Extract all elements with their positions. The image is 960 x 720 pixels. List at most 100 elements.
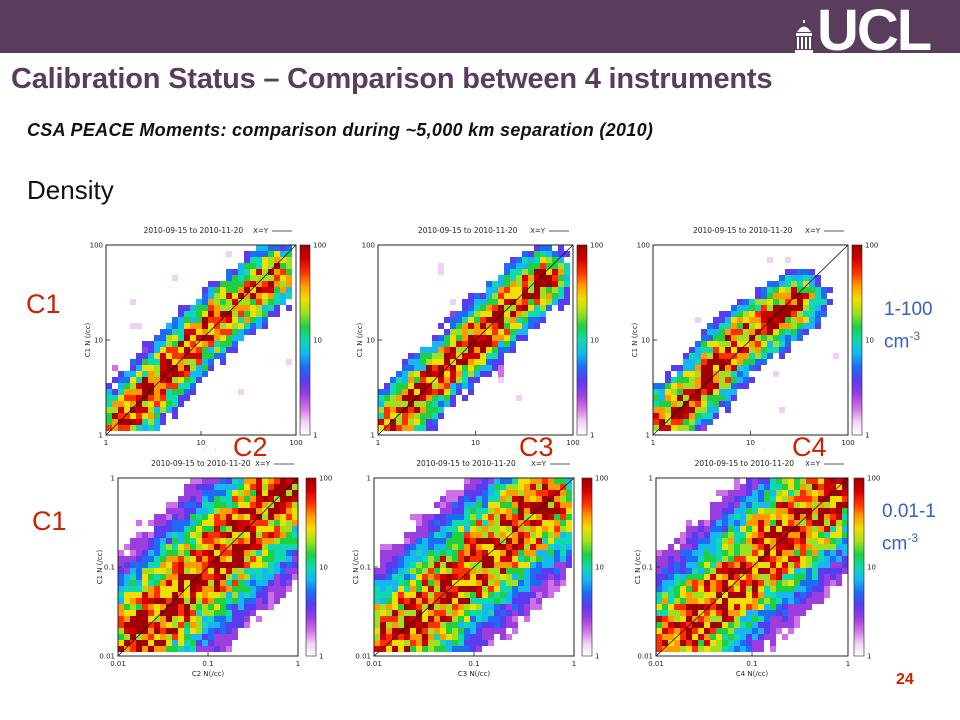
heatmap-cell: [500, 490, 506, 496]
heatmap-cell: [821, 299, 827, 305]
heatmap-cell: [422, 514, 428, 520]
heatmap-cell: [522, 275, 528, 281]
heatmap-cell: [542, 490, 548, 496]
heatmap-cell: [208, 323, 214, 329]
heatmap-cell: [160, 628, 166, 634]
heatmap-cell: [274, 538, 280, 544]
heatmap-cell: [749, 359, 755, 365]
heatmap-cell: [148, 616, 154, 622]
heatmap-cell: [160, 634, 166, 640]
heatmap-cell: [232, 550, 238, 556]
heatmap-cell: [414, 419, 420, 425]
heatmap-cell: [494, 610, 500, 616]
heatmap-cell: [788, 490, 794, 496]
heatmap-cell: [558, 245, 564, 251]
heatmap-cell: [746, 556, 752, 562]
heatmap-cell: [653, 425, 659, 431]
heatmap-cell: [692, 622, 698, 628]
heatmap-cell: [830, 568, 836, 574]
heatmap-cell: [770, 532, 776, 538]
heatmap-cell: [818, 556, 824, 562]
heatmap-cell: [414, 413, 420, 419]
heatmap-cell: [148, 628, 154, 634]
heatmap-cell: [214, 293, 220, 299]
heatmap-cell: [540, 275, 546, 281]
heatmap-cell: [692, 598, 698, 604]
heatmap-cell: [220, 520, 226, 526]
heatmap-cell: [540, 287, 546, 293]
heatmap-cell: [202, 628, 208, 634]
heatmap-cell: [226, 341, 232, 347]
heatmap-cell: [160, 586, 166, 592]
heatmap-cell: [809, 281, 815, 287]
heatmap-cell: [510, 317, 516, 323]
heatmap-cell: [470, 646, 476, 652]
heatmap-cell: [202, 610, 208, 616]
heatmap-cell: [797, 293, 803, 299]
heatmap-cell: [118, 592, 124, 598]
heatmap-cell: [178, 502, 184, 508]
heatmap-cell: [755, 293, 761, 299]
heatmap-cell: [166, 365, 172, 371]
heatmap-cell: [758, 598, 764, 604]
heatmap-cell: [734, 574, 740, 580]
heatmap-cell: [689, 419, 695, 425]
heatmap-cell: [486, 365, 492, 371]
heatmap-cell: [528, 311, 534, 317]
heatmap-cell: [214, 287, 220, 293]
heatmap-cell: [504, 347, 510, 353]
heatmap-cell: [701, 383, 707, 389]
heatmap-cell: [818, 550, 824, 556]
heatmap-cell: [512, 544, 518, 550]
heatmap-cell: [190, 383, 196, 389]
heatmap-cell: [172, 341, 178, 347]
heatmap-cell: [130, 586, 136, 592]
heatmap-cell: [124, 407, 130, 413]
heatmap-cell: [788, 610, 794, 616]
heatmap-cell: [842, 532, 848, 538]
heatmap-cell: [683, 359, 689, 365]
heatmap-cell: [512, 562, 518, 568]
heatmap-cell: [280, 550, 286, 556]
heatmap-cell: [432, 341, 438, 347]
heatmap-cell: [402, 359, 408, 365]
heatmap-cell: [692, 634, 698, 640]
heatmap-cell: [226, 275, 232, 281]
heatmap-cell: [196, 598, 202, 604]
heatmap-cell: [392, 556, 398, 562]
heatmap-cell: [719, 371, 725, 377]
heatmap-cell: [470, 568, 476, 574]
heatmap-cell: [530, 478, 536, 484]
heatmap-cell: [208, 622, 214, 628]
heatmap-cell: [530, 598, 536, 604]
heatmap-cell: [674, 598, 680, 604]
heatmap-cell: [542, 532, 548, 538]
heatmap-cell: [244, 299, 250, 305]
heatmap-cell: [166, 401, 172, 407]
heatmap-cell: [190, 556, 196, 562]
heatmap-cell: [286, 556, 292, 562]
heatmap-cell: [232, 556, 238, 562]
heatmap-cell: [172, 580, 178, 586]
heatmap-cell: [274, 257, 280, 263]
heatmap-cell: [818, 598, 824, 604]
heatmap-cell: [770, 628, 776, 634]
heatmap-cell: [800, 526, 806, 532]
heatmap-cell: [446, 502, 452, 508]
heatmap-cell: [782, 586, 788, 592]
heatmap-cell: [426, 389, 432, 395]
heatmap-cell: [274, 311, 280, 317]
heatmap-cell: [779, 341, 785, 347]
heatmap-cell: [683, 365, 689, 371]
heatmap-cell: [196, 323, 202, 329]
heatmap-cell: [686, 532, 692, 538]
heatmap-cell: [524, 556, 530, 562]
heatmap-cell: [492, 353, 498, 359]
heatmap-cell: [274, 550, 280, 556]
heatmap-cell: [680, 634, 686, 640]
heatmap-cell: [160, 377, 166, 383]
heatmap-cell: [500, 586, 506, 592]
heatmap-cell: [426, 407, 432, 413]
heatmap-cell: [130, 371, 136, 377]
heatmap-cell: [142, 377, 148, 383]
